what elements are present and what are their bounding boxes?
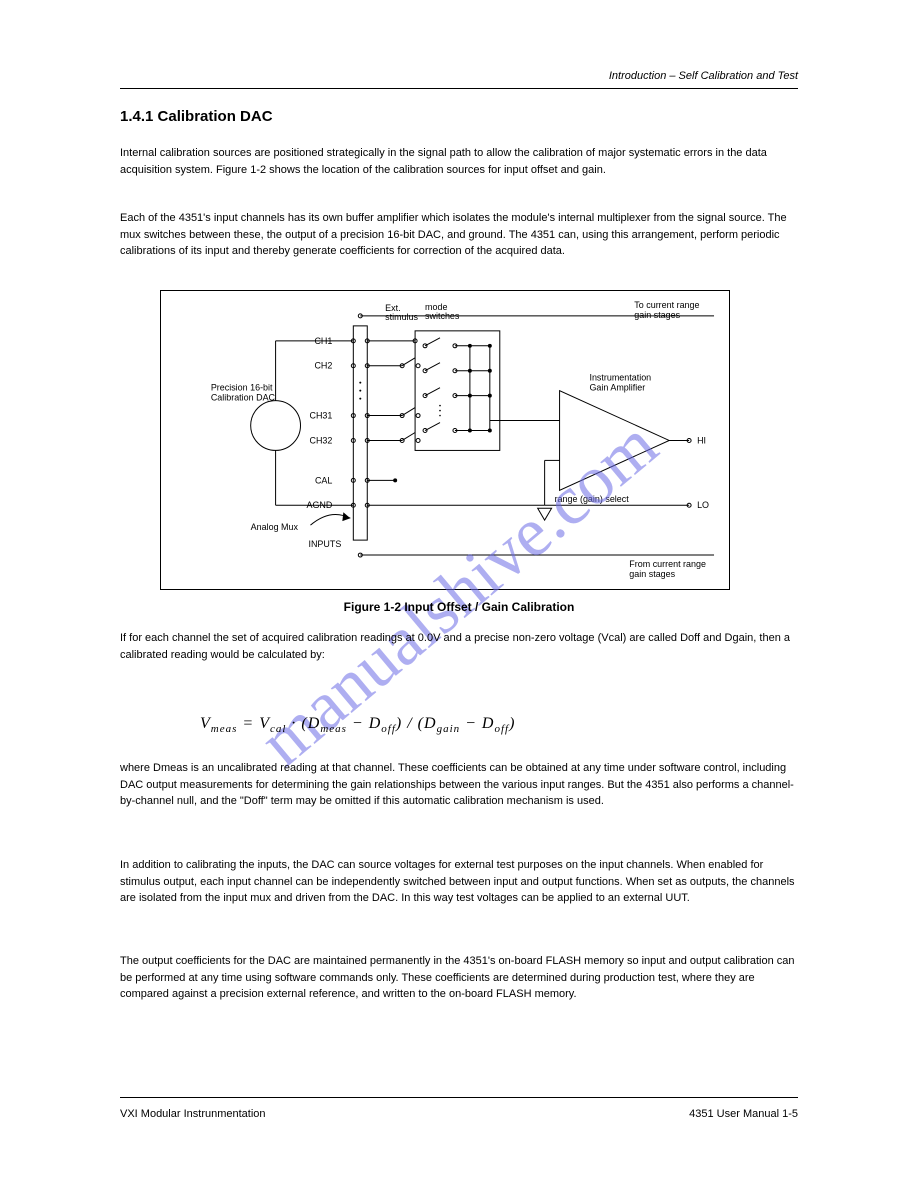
- lbl-dac2: Calibration DAC: [211, 393, 276, 403]
- section-title: 1.4.1 Calibration DAC: [120, 108, 273, 125]
- lbl-cal: CAL: [315, 475, 332, 485]
- paragraph-6: The output coefficients for the DAC are …: [120, 953, 798, 1003]
- figure: To current range gain stages CH1 CH2: [160, 290, 730, 590]
- lbl-ext4: switches: [425, 311, 460, 321]
- paragraph-2: Each of the 4351's input channels has it…: [120, 210, 798, 260]
- lbl-mux: Analog Mux: [251, 522, 299, 532]
- footer-rule: [120, 1097, 798, 1098]
- header-rule: [120, 88, 798, 89]
- lbl-ch2: CH2: [314, 361, 332, 371]
- footer-right: 4351 User Manual 1-5: [689, 1108, 798, 1120]
- page: Introduction – Self Calibration and Test…: [0, 0, 918, 1188]
- lbl-hi: HI: [697, 435, 706, 445]
- paragraph-3: If for each channel the set of acquired …: [120, 630, 798, 663]
- paragraph-5: In addition to calibrating the inputs, t…: [120, 857, 798, 907]
- paragraph-4: where Dmeas is an uncalibrated reading a…: [120, 760, 798, 810]
- lbl-amp2: Gain Amplifier: [589, 383, 645, 393]
- lbl-amp1: Instrumentation: [589, 373, 651, 383]
- lbl-bot2: gain stages: [629, 569, 675, 579]
- lbl-lo: LO: [697, 500, 709, 510]
- lbl-range: range (gain) select: [555, 494, 630, 504]
- lbl-inputs: INPUTS: [308, 539, 341, 549]
- paragraph-1: Internal calibration sources are positio…: [120, 145, 798, 178]
- lbl-ch32: CH32: [309, 435, 332, 445]
- lbl-top-2: gain stages: [634, 310, 680, 320]
- header-text: Introduction – Self Calibration and Test: [609, 70, 798, 82]
- schematic-svg: To current range gain stages CH1 CH2: [161, 291, 729, 590]
- lbl-ch31: CH31: [309, 411, 332, 421]
- lbl-dac1: Precision 16-bit: [211, 383, 273, 393]
- lbl-top-1: To current range: [634, 300, 699, 310]
- lbl-ext2: stimulus: [385, 312, 418, 322]
- lbl-bot1: From current range: [629, 559, 706, 569]
- equation: Vmeas = Vcal · (Dmeas − Doff) / (Dgain −…: [200, 715, 515, 735]
- figure-caption: Figure 1-2 Input Offset / Gain Calibrati…: [0, 600, 918, 614]
- footer-left: VXI Modular Instrunmentation: [120, 1108, 266, 1120]
